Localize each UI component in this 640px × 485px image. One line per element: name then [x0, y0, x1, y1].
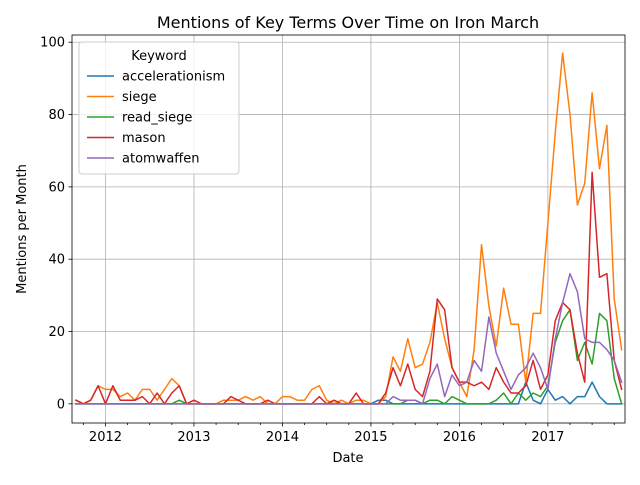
y-tick-label: 20 — [48, 325, 65, 340]
legend: Keyword accelerationism siege read_siegema… — [78, 41, 240, 175]
x-tick-label: 2017 — [531, 430, 564, 445]
x-tick-label: 2013 — [177, 430, 210, 445]
y-tick-label: 60 — [48, 180, 65, 195]
legend-label: mason — [122, 131, 166, 146]
y-tick-label: 0 — [57, 397, 65, 412]
series-line-mason — [74, 171, 623, 405]
legend-label: atomwaffen — [122, 152, 199, 167]
x-axis-label: Date — [332, 451, 363, 466]
y-axis-label: Mentions per Month — [15, 164, 30, 294]
y-tick-label: 80 — [48, 108, 65, 123]
legend-frame — [78, 41, 240, 175]
series-lines — [74, 52, 623, 405]
y-tick-label: 100 — [40, 36, 65, 51]
x-tick-label: 2012 — [89, 430, 122, 445]
x-tick-label: 2015 — [354, 430, 387, 445]
legend-label: read_siege — [122, 111, 192, 126]
y-axis-ticks: 0 20 40 60 80 100 — [40, 36, 72, 412]
x-tick-label: 2014 — [266, 430, 299, 445]
legend-title: Keyword — [131, 49, 187, 64]
series-line-read-siege — [75, 309, 623, 405]
legend-label: siege — [122, 90, 157, 105]
x-axis-ticks: 2012 2013 2014 2015 2016 2017 — [82, 423, 615, 445]
chart-title: Mentions of Key Terms Over Time on Iron … — [157, 13, 539, 32]
y-tick-label: 40 — [48, 253, 65, 268]
series-line-atomwaffen — [75, 272, 623, 405]
x-tick-label: 2016 — [443, 430, 476, 445]
legend-label: accelerationism — [122, 70, 225, 85]
